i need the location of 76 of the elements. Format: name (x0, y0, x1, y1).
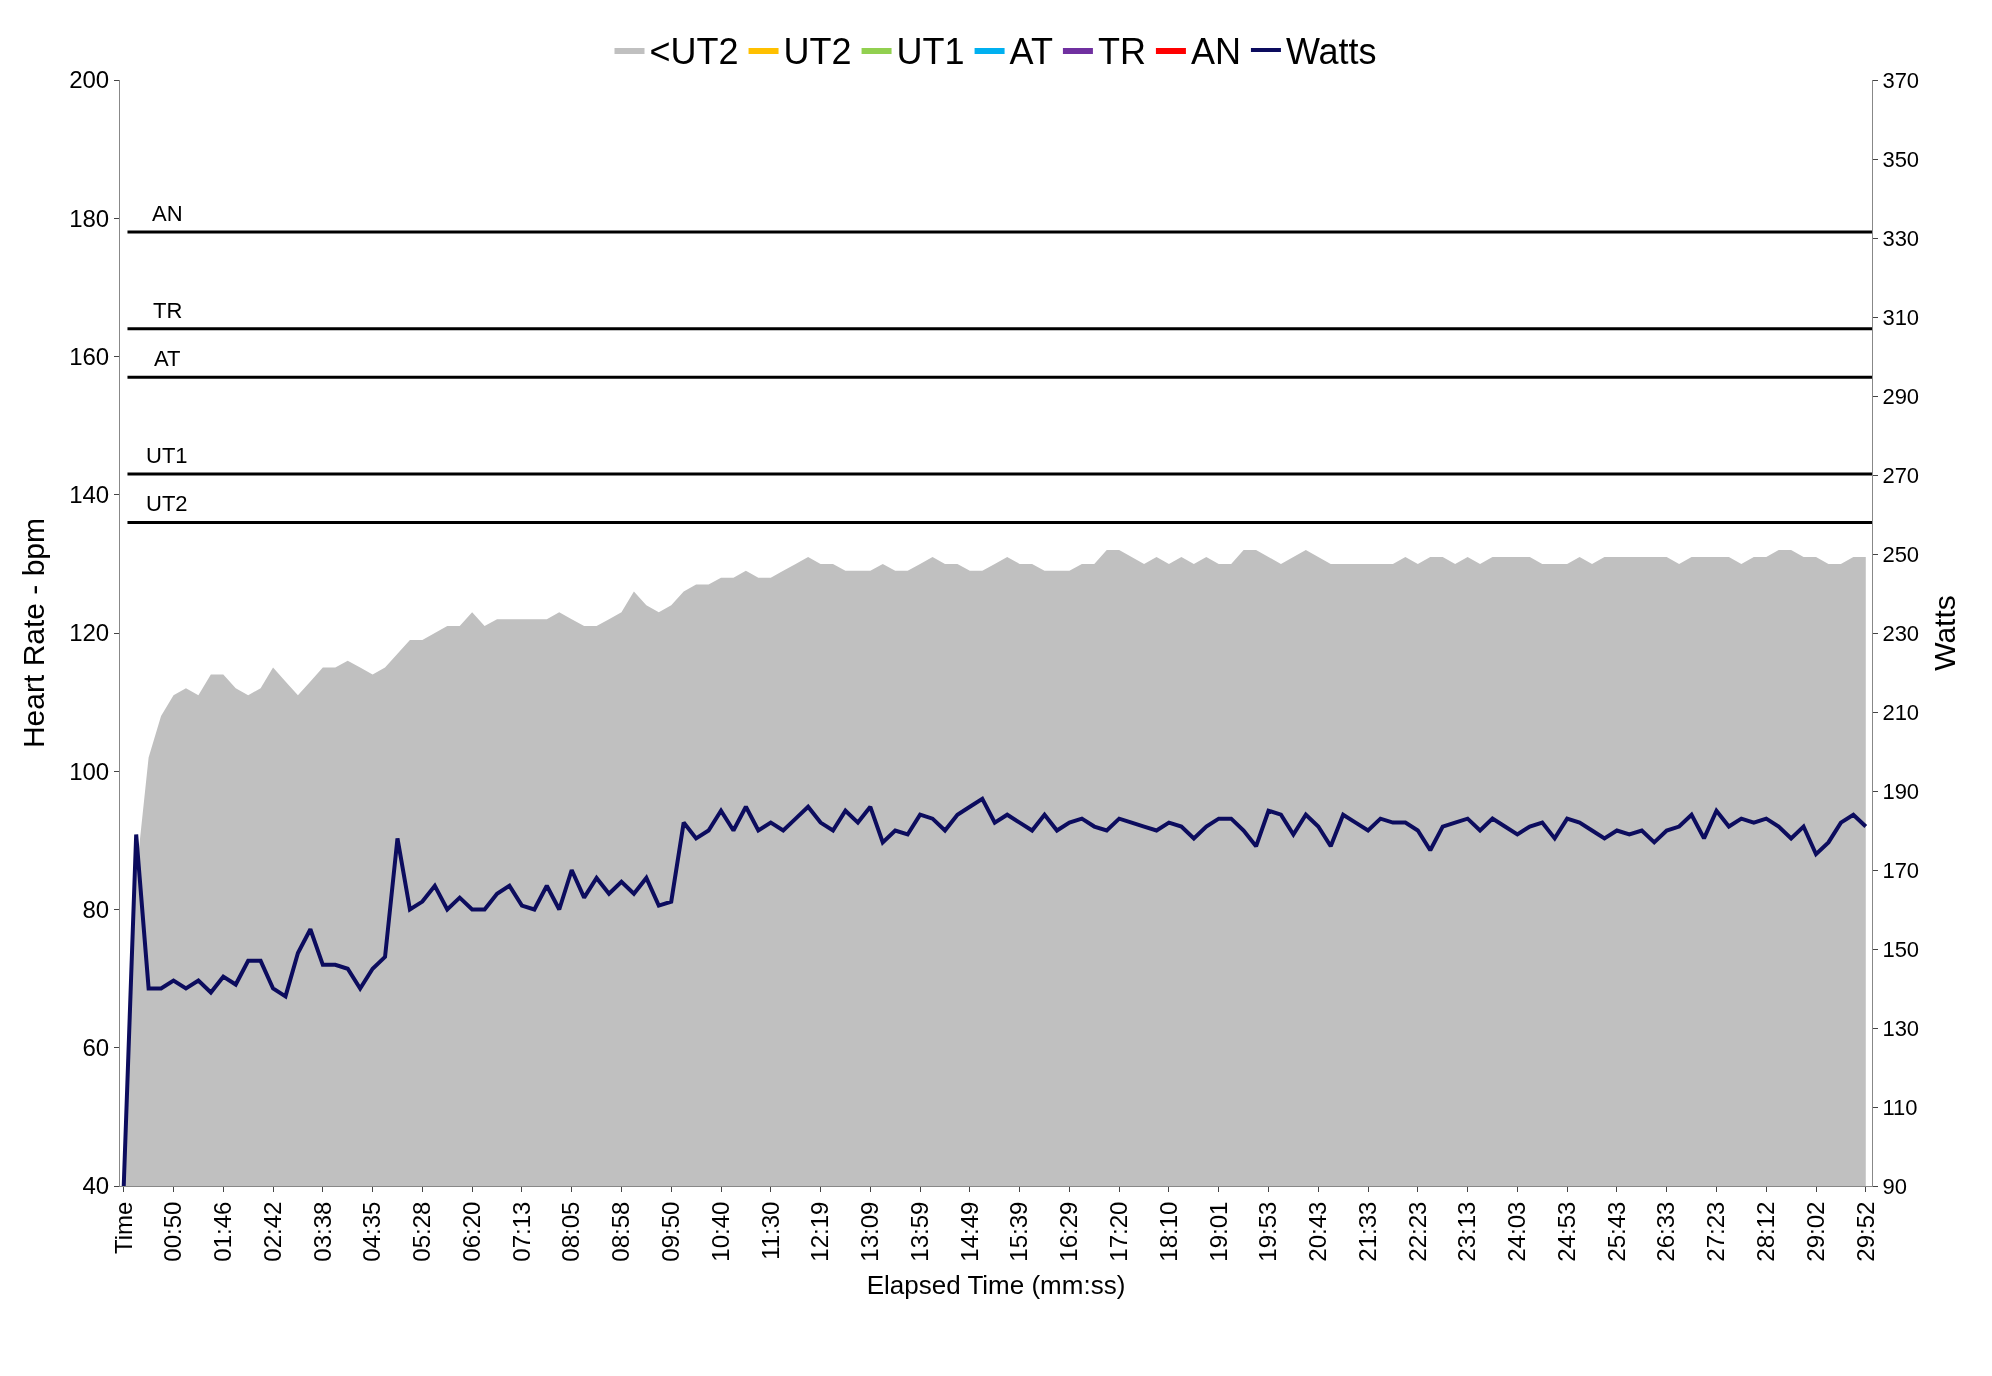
x-tick-label: 19:01 (1204, 1201, 1232, 1262)
x-tick-label: 06:20 (457, 1201, 485, 1262)
x-tick-label: 29:02 (1801, 1201, 1829, 1262)
y-tick-label: 180 (69, 204, 110, 232)
ref-line-label: TR (153, 298, 183, 323)
y2-tick-label: 90 (1882, 1173, 1907, 1199)
x-axis-title: Elapsed Time (mm:ss) (866, 1270, 1126, 1301)
x-tick-label: 13:09 (856, 1201, 884, 1262)
x-tick-label: 08:05 (557, 1201, 585, 1262)
ref-line-label: AN (152, 201, 183, 226)
y2-axis-title: Watts (1927, 595, 1961, 671)
x-tick-label: Time (109, 1201, 137, 1255)
legend-label: <UT2 (649, 30, 739, 72)
y-tick-label: 80 (82, 895, 110, 923)
y-tick-label: 40 (82, 1172, 110, 1200)
line-series (121, 796, 1868, 1186)
x-tick-label: 09:50 (657, 1201, 685, 1262)
x-tick-label: 23:13 (1453, 1201, 1481, 1262)
y2-tick-label: 270 (1882, 462, 1920, 488)
legend-label: AT (1009, 30, 1053, 72)
y2-tick-label: 250 (1882, 541, 1920, 567)
legend-label: TR (1097, 30, 1146, 72)
x-tick-label: 05:28 (408, 1201, 436, 1262)
x-tick-label: 08:58 (607, 1201, 635, 1262)
y-tick-label: 140 (69, 481, 110, 509)
x-tick-label: 07:13 (507, 1201, 535, 1262)
legend-label: UT1 (896, 30, 965, 72)
x-tick-label: 00:50 (159, 1201, 187, 1262)
x-tick-label: 12:19 (806, 1201, 834, 1262)
x-tick-label: 21:33 (1353, 1201, 1381, 1262)
x-tick-label: 02:42 (258, 1201, 286, 1262)
y-tick-label: 100 (69, 757, 110, 785)
x-tick-label: 03:38 (308, 1201, 336, 1262)
y-tick-label: 200 (69, 66, 110, 94)
y2-tick-label: 190 (1882, 778, 1920, 804)
x-tick-label: 16:29 (1055, 1201, 1083, 1262)
x-tick-label: 24:53 (1552, 1201, 1580, 1262)
x-tick-label: 14:49 (955, 1201, 983, 1262)
y2-tick-label: 290 (1882, 383, 1920, 409)
x-tick-label: 27:23 (1702, 1201, 1730, 1262)
x-tick-label: 28:12 (1752, 1201, 1780, 1262)
y2-tick-label: 330 (1882, 225, 1920, 251)
x-tick-label: 15:39 (1005, 1201, 1033, 1262)
y2-tick-label: 210 (1882, 699, 1920, 725)
legend-label: UT2 (783, 30, 852, 72)
x-tick-label: 24:03 (1503, 1201, 1531, 1262)
y-tick-label: 120 (69, 619, 110, 647)
x-tick-label: 01:46 (209, 1201, 237, 1262)
x-tick-label: 17:20 (1104, 1201, 1132, 1262)
x-tick-label: 20:43 (1304, 1201, 1332, 1262)
y2-tick-label: 350 (1882, 146, 1920, 172)
y2-tick-label: 130 (1882, 1015, 1920, 1041)
ref-line-label: AT (154, 346, 181, 371)
y2-tick-label: 310 (1882, 304, 1920, 330)
x-tick-label: 22:23 (1403, 1201, 1431, 1262)
legend-label: AN (1190, 30, 1241, 72)
y2-tick-label: 110 (1882, 1094, 1918, 1120)
x-tick-label: 13:59 (905, 1201, 933, 1262)
x-tick-label: 18:10 (1154, 1201, 1182, 1262)
x-tick-label: 29:52 (1851, 1201, 1879, 1262)
x-tick-label: 04:35 (358, 1201, 386, 1262)
ref-line-label: UT1 (146, 443, 188, 468)
y2-tick-label: 370 (1882, 67, 1920, 93)
ref-line-label: UT2 (146, 491, 188, 516)
x-tick-label: 11:30 (756, 1201, 784, 1260)
y2-tick-label: 230 (1882, 620, 1920, 646)
y-tick-label: 60 (82, 1034, 110, 1062)
x-tick-label: 10:40 (706, 1201, 734, 1262)
x-tick-label: 26:33 (1652, 1201, 1680, 1262)
y2-tick-label: 150 (1882, 936, 1920, 962)
y-tick-label: 160 (69, 342, 110, 370)
x-tick-label: 19:53 (1254, 1201, 1282, 1262)
y-axis-title: Heart Rate - bpm (17, 517, 51, 749)
x-tick-label: 25:43 (1602, 1201, 1630, 1262)
y2-tick-label: 170 (1882, 857, 1920, 883)
legend-label: Watts (1285, 30, 1377, 72)
